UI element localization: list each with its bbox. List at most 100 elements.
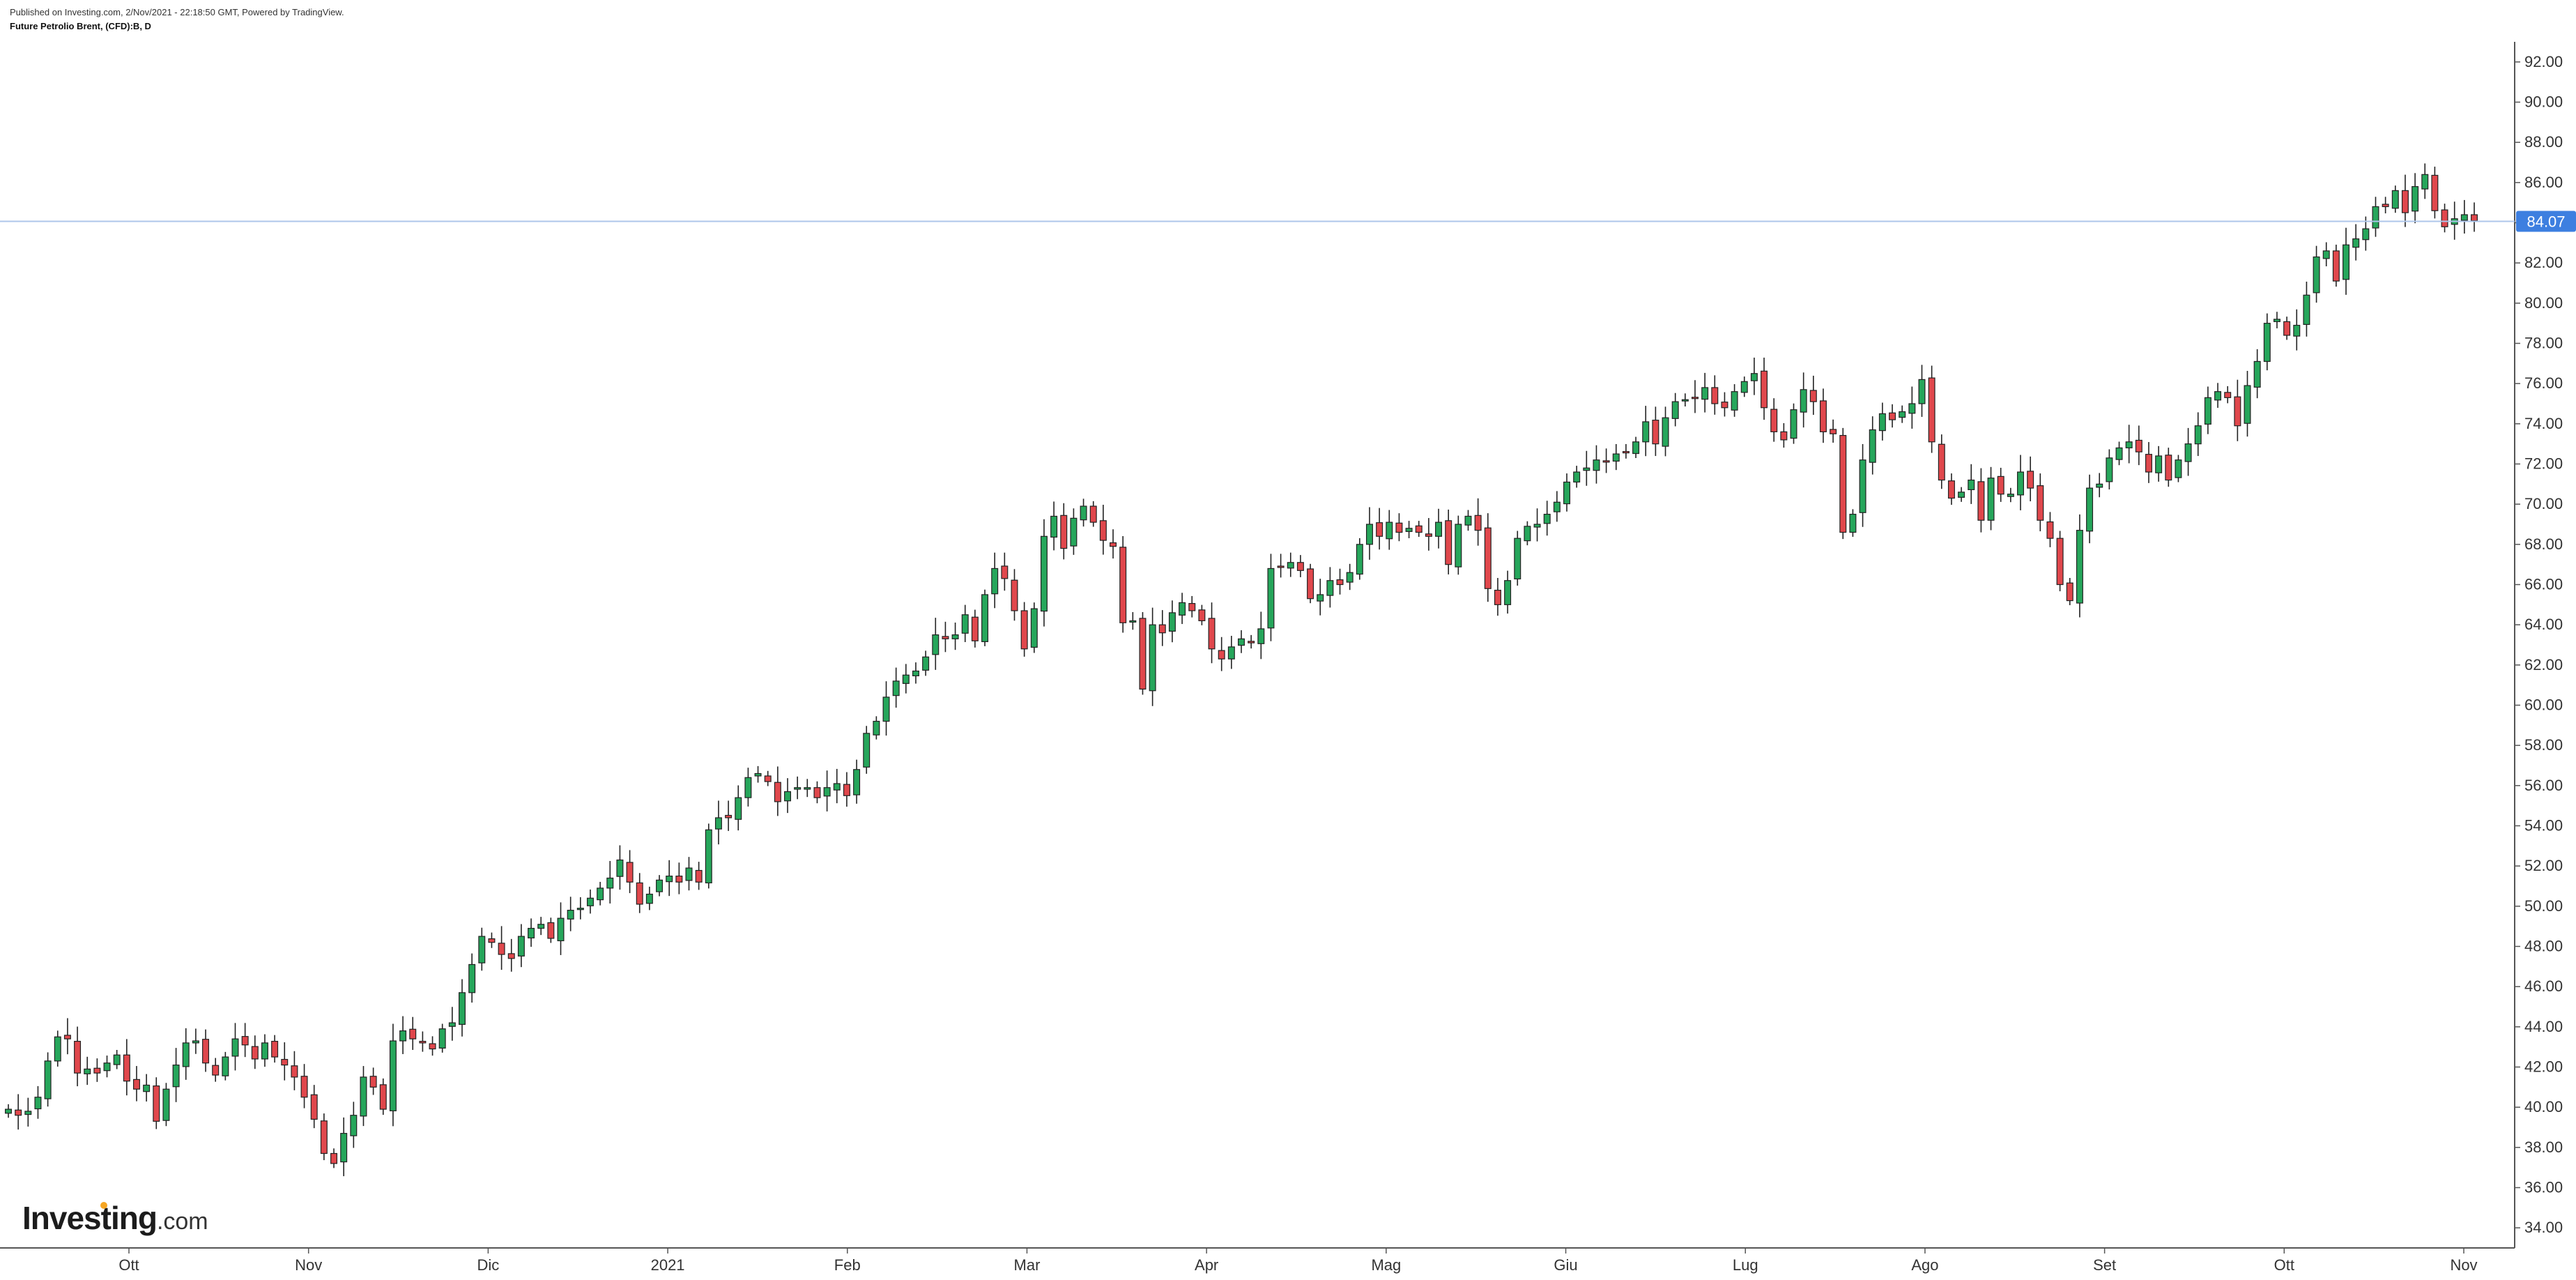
candle-body-up	[1800, 389, 1807, 413]
candle-body-up	[2214, 391, 2222, 401]
candle-body-down	[2037, 485, 2044, 521]
candle	[192, 1028, 199, 1054]
candle	[1790, 403, 1797, 444]
candle-body-up	[1179, 602, 1186, 616]
candle-body-up	[2343, 244, 2350, 280]
candle-body-down	[1208, 618, 1216, 650]
candle	[1484, 513, 1492, 602]
candle-body-up	[44, 1060, 52, 1099]
candle	[103, 1056, 111, 1078]
candle	[1267, 554, 1275, 641]
candle-body-down	[725, 814, 733, 818]
candle	[1583, 450, 1590, 486]
candle	[300, 1064, 308, 1108]
candle-body-up	[1918, 379, 1926, 404]
candle	[1652, 406, 1659, 457]
candle	[1692, 380, 1699, 413]
candle	[231, 1023, 239, 1071]
candle	[2086, 474, 2094, 544]
candle-body-down	[63, 1035, 71, 1039]
candle-body-up	[1878, 413, 1886, 432]
candle-body-up	[804, 787, 811, 790]
candle-body-up	[597, 887, 604, 901]
candle-body-up	[84, 1068, 91, 1074]
candle-body-up	[448, 1022, 456, 1027]
candle-body-down	[547, 922, 555, 939]
candle-body-down	[1830, 429, 1837, 434]
candle-body-up	[1365, 524, 1373, 545]
candle-body-up	[340, 1133, 348, 1163]
x-tick-label: Ott	[2274, 1256, 2294, 1274]
candle-body-down	[1188, 603, 1196, 611]
candle-body-up	[1899, 411, 1906, 418]
candle-body-down	[1761, 370, 1768, 409]
candle	[1336, 568, 1344, 595]
candle	[1731, 384, 1738, 417]
candle	[241, 1023, 249, 1058]
candle-body-up	[2204, 397, 2211, 425]
candle	[902, 664, 910, 694]
candle	[991, 552, 999, 609]
candle-body-up	[1070, 517, 1078, 547]
candle-body-down	[1445, 520, 1452, 565]
candle-body-down	[2056, 538, 2064, 586]
x-tick-label: Set	[2093, 1256, 2116, 1274]
candle-body-up	[1524, 526, 1531, 542]
y-tick-label: 90.00	[2524, 93, 2563, 111]
candle	[1839, 427, 1847, 540]
candle	[1533, 508, 1541, 542]
candle	[1198, 604, 1206, 625]
candle	[360, 1066, 367, 1127]
candle	[528, 918, 535, 947]
candle-body-up	[389, 1040, 397, 1111]
candle-body-down	[1711, 387, 1719, 404]
x-tick-label: Dic	[477, 1256, 499, 1274]
y-tick-label: 50.00	[2524, 897, 2563, 915]
candle-body-down	[1928, 377, 1935, 443]
candle	[764, 770, 772, 786]
candle-body-up	[1129, 620, 1137, 623]
candle-body-down	[153, 1085, 160, 1122]
candle-body-up	[1731, 391, 1738, 411]
candle	[645, 886, 653, 911]
candle	[507, 938, 515, 972]
candle	[833, 768, 841, 804]
candle	[1740, 376, 1748, 397]
candle	[853, 759, 861, 804]
candle	[942, 621, 949, 653]
candle	[459, 979, 466, 1037]
candle	[350, 1102, 358, 1148]
candle-body-up	[1257, 628, 1265, 644]
candle	[448, 1007, 456, 1041]
candle	[813, 781, 821, 804]
candle	[271, 1035, 279, 1063]
candle-body-down	[369, 1076, 377, 1088]
candle	[1455, 515, 1462, 575]
candle	[2175, 455, 2182, 482]
candle	[468, 953, 476, 1003]
candle	[586, 889, 594, 914]
candle-body-down	[1001, 565, 1009, 579]
candle	[1307, 563, 1314, 604]
candle	[84, 1056, 91, 1085]
last-price-label: 84.07	[2527, 213, 2565, 230]
candle	[2165, 448, 2172, 487]
candle-body-down	[1376, 522, 1383, 537]
candle	[143, 1074, 151, 1102]
candle	[1514, 531, 1521, 586]
candle-body-up	[2194, 425, 2202, 445]
candle	[784, 778, 791, 814]
candle	[54, 1030, 61, 1067]
candle	[1070, 508, 1078, 555]
candle-body-up	[656, 879, 664, 892]
candle-body-up	[2322, 250, 2330, 259]
candle-body-down	[1652, 420, 1659, 445]
candle-body-down	[1158, 624, 1166, 634]
candle	[1386, 510, 1393, 550]
candle	[1928, 365, 1935, 453]
candle-body-up	[1040, 535, 1048, 612]
candle	[1050, 501, 1058, 551]
investing-logo: Investing.com	[22, 1199, 208, 1237]
candle-body-down	[1889, 412, 1896, 420]
